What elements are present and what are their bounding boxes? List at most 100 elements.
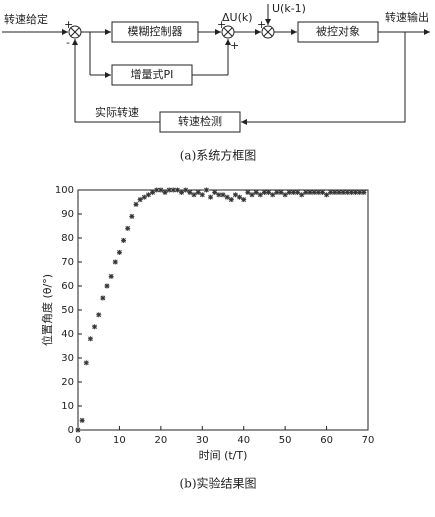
y-tick-label: 20 [61, 377, 74, 388]
point-stroke [278, 190, 284, 195]
point [241, 197, 247, 203]
point [212, 189, 218, 195]
point [224, 194, 230, 200]
point-stroke [166, 187, 172, 193]
point-stroke [125, 226, 131, 231]
point-stroke [266, 190, 271, 195]
point-stroke [199, 192, 205, 198]
point [145, 192, 151, 198]
y-tick-label: 30 [61, 353, 74, 364]
point [75, 427, 81, 433]
point-stroke [208, 194, 213, 200]
point-stroke [183, 187, 189, 193]
x-axis-label: 时间 (t/T) [199, 449, 248, 462]
point [154, 187, 160, 193]
point-stroke [299, 192, 305, 198]
point-stroke [104, 283, 110, 289]
point-stroke [146, 192, 151, 198]
point [87, 336, 93, 342]
point [319, 189, 325, 195]
sign: + [230, 39, 239, 52]
point [303, 189, 309, 195]
point [100, 295, 106, 301]
point-stroke [353, 190, 358, 195]
point-stroke [282, 192, 288, 198]
point-stroke [320, 190, 325, 195]
point-stroke [245, 190, 251, 195]
point-stroke [79, 418, 85, 423]
caption: (a)系统方框图 [180, 148, 257, 163]
point-stroke [332, 190, 338, 195]
point [208, 194, 214, 200]
feedback-label: 实际转速 [95, 105, 139, 119]
sign: + [64, 18, 73, 31]
sensor-label: 转速检测 [178, 114, 222, 128]
point [249, 192, 255, 198]
caption: (b)实验结果图 [179, 476, 256, 491]
point [116, 249, 122, 255]
point-stroke [88, 336, 93, 342]
point [92, 324, 98, 330]
sign: - [66, 36, 70, 49]
point-stroke [108, 274, 114, 279]
point [187, 189, 193, 195]
point-stroke [324, 192, 329, 198]
x-tick-label: 10 [113, 435, 126, 446]
point [166, 187, 172, 193]
point-stroke [158, 187, 164, 193]
point-stroke [270, 192, 276, 198]
fuzzy-label: 模糊控制器 [128, 24, 183, 38]
point-stroke [216, 192, 222, 198]
point-stroke [291, 190, 296, 195]
point-stroke [361, 190, 367, 195]
point-stroke [195, 190, 201, 195]
point [133, 201, 139, 207]
point-stroke [257, 192, 263, 198]
point-stroke [220, 192, 226, 198]
point-stroke [357, 190, 363, 195]
x-tick-label: 30 [196, 435, 209, 446]
point-stroke [133, 202, 139, 207]
point-stroke [83, 360, 89, 366]
point [191, 192, 197, 198]
point-stroke [92, 324, 97, 330]
point [158, 187, 164, 193]
point [266, 189, 272, 195]
block-diagram: 转速给定 模糊控制器 增量式PI 被控对象 转速检测 实际转速 转速输出 ΔU(… [2, 2, 430, 163]
point-stroke [307, 190, 313, 195]
point [174, 187, 180, 193]
point [278, 189, 284, 195]
point-stroke [274, 190, 280, 195]
point [361, 189, 367, 195]
u-prev-label: U(k-1) [272, 2, 306, 15]
point-stroke [224, 194, 230, 200]
point-stroke [249, 192, 255, 198]
point [141, 194, 147, 200]
point-stroke [117, 250, 122, 255]
point [353, 189, 359, 195]
point-stroke [175, 187, 180, 193]
point [83, 360, 89, 366]
point [257, 192, 263, 198]
point [125, 225, 131, 231]
x-tick-label: 0 [75, 435, 81, 446]
y-tick-label: 10 [61, 401, 74, 412]
point-stroke [170, 187, 176, 193]
y-tick-label: 100 [55, 185, 74, 196]
point [179, 189, 185, 195]
point-stroke [237, 194, 242, 200]
point [261, 189, 267, 195]
point-stroke [253, 190, 259, 195]
point-stroke [311, 190, 317, 195]
x-tick-label: 40 [237, 435, 250, 446]
point-stroke [212, 190, 218, 195]
point [315, 189, 321, 195]
point-stroke [349, 190, 354, 195]
point [199, 192, 205, 198]
pi-label: 增量式PI [131, 67, 174, 81]
plot-frame [77, 189, 369, 431]
point [357, 189, 363, 195]
y-tick-label: 70 [61, 257, 74, 268]
sign: + [257, 18, 266, 31]
